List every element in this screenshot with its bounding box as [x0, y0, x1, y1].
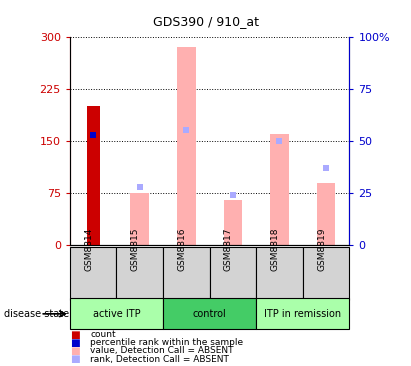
- Text: value, Detection Call = ABSENT: value, Detection Call = ABSENT: [90, 347, 234, 355]
- Bar: [270, 134, 289, 245]
- Bar: [224, 200, 242, 245]
- Bar: [256, 247, 303, 300]
- Bar: [177, 47, 196, 245]
- Bar: [210, 247, 256, 300]
- Text: GSM8814: GSM8814: [84, 228, 93, 272]
- Bar: [163, 247, 210, 300]
- Bar: [256, 298, 349, 329]
- Text: percentile rank within the sample: percentile rank within the sample: [90, 339, 244, 347]
- Bar: [130, 193, 149, 245]
- Text: GSM8817: GSM8817: [224, 228, 233, 272]
- Text: active ITP: active ITP: [92, 309, 140, 319]
- Text: GSM8819: GSM8819: [317, 228, 326, 272]
- Text: ITP in remission: ITP in remission: [264, 309, 341, 319]
- Text: ■: ■: [70, 338, 80, 348]
- Bar: [317, 183, 335, 245]
- Text: rank, Detection Call = ABSENT: rank, Detection Call = ABSENT: [90, 355, 229, 363]
- Text: GSM8815: GSM8815: [131, 228, 140, 272]
- Text: ■: ■: [70, 330, 80, 340]
- Bar: [303, 247, 349, 300]
- Bar: [70, 247, 116, 300]
- Bar: [70, 298, 163, 329]
- Bar: [116, 247, 163, 300]
- Text: GSM8818: GSM8818: [270, 228, 279, 272]
- Text: GDS390 / 910_at: GDS390 / 910_at: [152, 15, 259, 28]
- Text: count: count: [90, 330, 116, 339]
- Text: ■: ■: [70, 346, 80, 356]
- Text: control: control: [193, 309, 226, 319]
- Text: ■: ■: [70, 354, 80, 364]
- Bar: [87, 106, 100, 245]
- Text: GSM8816: GSM8816: [177, 228, 186, 272]
- Bar: [163, 298, 256, 329]
- Text: disease state: disease state: [4, 309, 69, 319]
